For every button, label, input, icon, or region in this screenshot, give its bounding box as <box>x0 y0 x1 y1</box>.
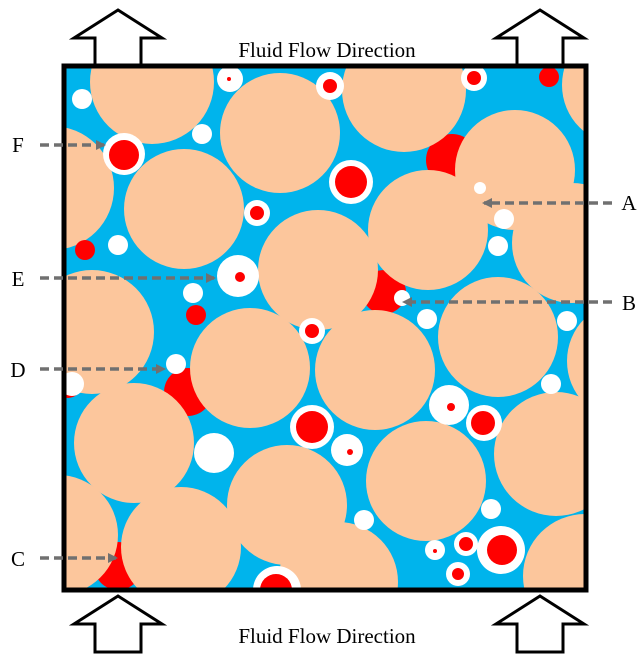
domain-frame <box>61 63 589 593</box>
flow-arrow-top-right-icon <box>490 8 590 68</box>
label-b: B <box>622 291 636 315</box>
flow-direction-caption-bottom: Fluid Flow Direction <box>238 624 416 648</box>
pointer-arrows <box>40 140 612 563</box>
flow-direction-caption-top: Fluid Flow Direction <box>238 38 416 62</box>
droplet-layer-front <box>75 67 559 590</box>
flow-arrow-top-left-icon <box>68 8 168 68</box>
label-d: D <box>10 358 25 382</box>
label-c: C <box>11 547 25 571</box>
label-e: E <box>12 267 25 291</box>
label-f: F <box>12 133 24 157</box>
label-a: A <box>621 191 637 215</box>
flow-arrow-bottom-left-icon <box>68 594 168 654</box>
flow-arrow-bottom-right-icon <box>490 594 590 654</box>
porous-domain <box>64 66 586 590</box>
